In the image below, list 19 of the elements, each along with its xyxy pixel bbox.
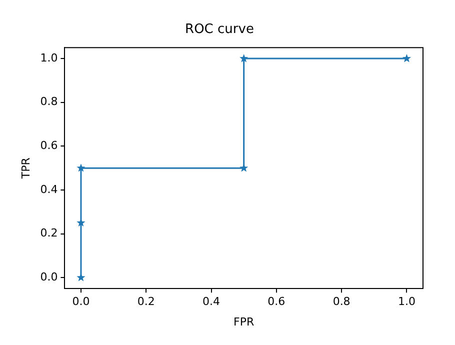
x-tick-label: 1.0	[398, 295, 416, 308]
x-axis-title: FPR	[234, 315, 255, 328]
point	[240, 54, 248, 62]
x-tick-label: 0.4	[202, 295, 220, 308]
chart-title: ROC curve	[185, 22, 254, 38]
point	[76, 164, 86, 172]
x-tick-label: 0.6	[268, 295, 286, 308]
y-tick-label: 0.4	[40, 182, 58, 196]
x-tick-label: 0.0	[72, 295, 90, 308]
x-tick-label: 0.2	[137, 295, 155, 308]
y-tick-label: 1.0	[40, 51, 58, 64]
y-tick-label: 0.2	[40, 226, 58, 240]
point	[240, 164, 248, 172]
point	[402, 54, 411, 62]
y-tick-label: 0.6	[40, 139, 58, 152]
x-tick-label: 0.8	[332, 295, 350, 308]
y-axis-title: TPR	[19, 157, 32, 180]
y-tick-label: 0.8	[40, 95, 58, 108]
y-tick-label: 0.0	[40, 270, 58, 284]
